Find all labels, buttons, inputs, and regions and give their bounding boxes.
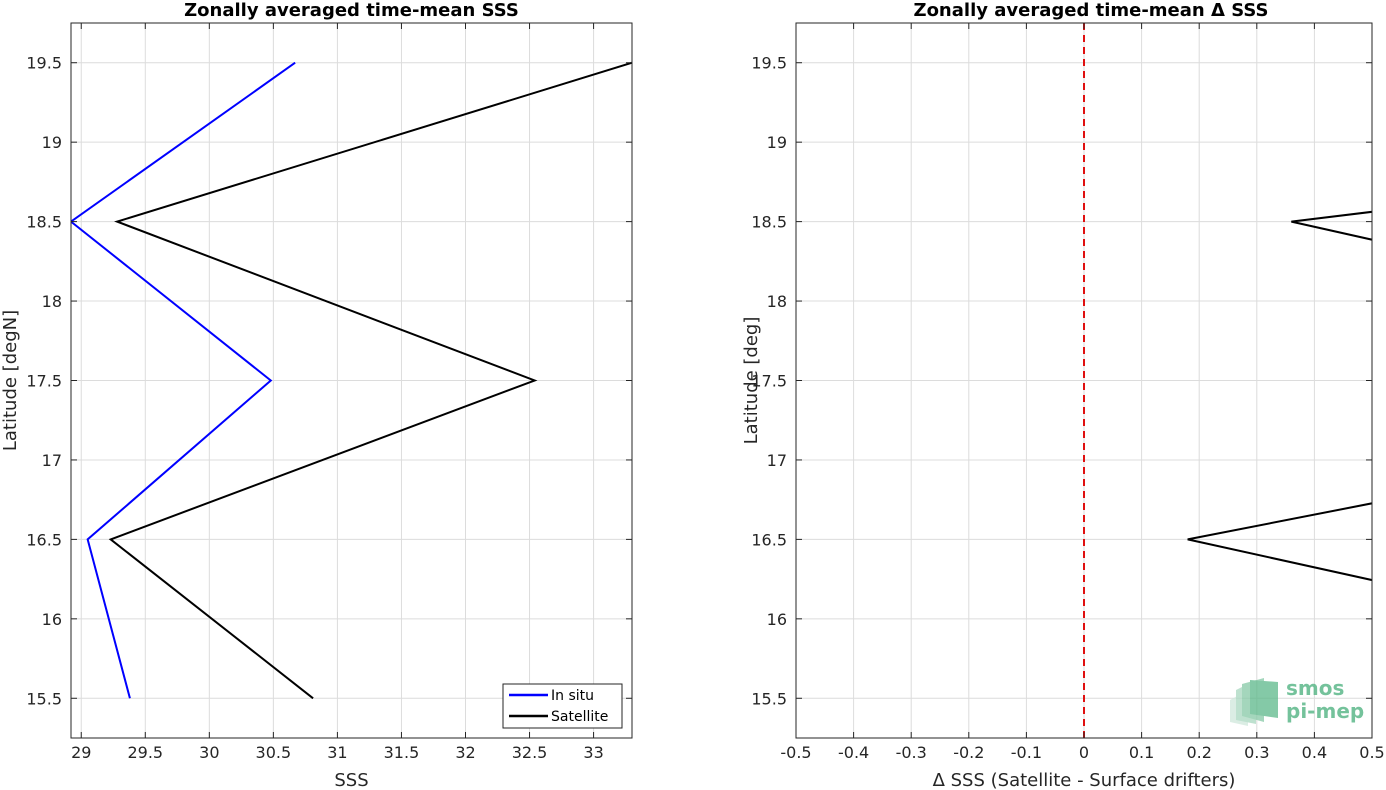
right-y-tick-label: 19 (767, 133, 787, 152)
left-y-tick-label: 16 (42, 610, 62, 629)
left-x-tick-label: 31 (327, 743, 347, 762)
right-y-tick-label: 19.5 (751, 54, 787, 73)
left-x-tick-label: 30 (199, 743, 219, 762)
smos-pi-mep-logo: smos pi-mep (1230, 676, 1364, 726)
logo-emblem-icon (1230, 678, 1278, 726)
left-x-tick-label: 33 (583, 743, 603, 762)
logo-text-smos: smos (1286, 676, 1344, 700)
left-y-tick-label: 18 (42, 292, 62, 311)
left-ticks: 29 29.5 30 30.5 31 31.5 32 32.5 33 15.5 16 16.5 17 17… (26, 23, 632, 762)
left-x-tick-label: 30.5 (256, 743, 292, 762)
left-panel: 29 29.5 30 30.5 31 31.5 32 32.5 33 15.5 16 16.5 17 17… (0, 0, 633, 790)
logo-text-pi-mep: pi-mep (1286, 699, 1364, 723)
right-ticks: -0.5 -0.4 -0.3 -0.2 -0.1 0 0.1 0.2 0.3 0.4 0.5 15.5… (751, 23, 1385, 762)
legend-in-situ-label: In situ (551, 688, 594, 704)
left-x-axis-label: SSS (334, 770, 368, 790)
left-y-tick-label: 18.5 (26, 213, 62, 232)
left-y-tick-label: 16.5 (26, 530, 62, 549)
left-x-tick-label: 32.5 (512, 743, 548, 762)
right-x-tick-label: 0.4 (1302, 743, 1327, 762)
right-y-axis-label: Latitude [deg] (741, 317, 762, 445)
left-series-line-in-situ (71, 61, 296, 699)
right-panel: -0.5 -0.4 -0.3 -0.2 -0.1 0 0.1 0.2 0.3 0.4 0.5 15.5… (741, 0, 1385, 790)
right-y-tick-label: 16 (767, 610, 787, 629)
right-x-tick-label: 0.2 (1186, 743, 1211, 762)
left-series-line-satellite (108, 61, 632, 700)
right-x-axis-label: Δ SSS (Satellite - Surface drifters) (933, 770, 1236, 790)
left-y-tick-label: 17.5 (26, 372, 62, 391)
left-y-tick-label: 19.5 (26, 54, 62, 73)
right-x-tick-label: 0 (1079, 743, 1089, 762)
right-y-tick-label: 17.5 (751, 372, 787, 391)
left-y-axis-label: Latitude [degN] (0, 310, 21, 451)
right-x-tick-label: 0.1 (1129, 743, 1154, 762)
left-y-tick-label: 15.5 (26, 689, 62, 708)
right-x-tick-label: -0.5 (780, 743, 811, 762)
right-x-tick-label: -0.3 (896, 743, 927, 762)
right-x-tick-label: -0.4 (838, 743, 869, 762)
right-y-tick-label: 18 (767, 292, 787, 311)
right-y-tick-label: 16.5 (751, 530, 787, 549)
legend-satellite-label: Satellite (551, 709, 608, 725)
left-x-tick-label: 32 (455, 743, 475, 762)
left-y-tick-label: 19 (42, 133, 62, 152)
right-chart-title: Zonally averaged time-mean Δ SSS (914, 0, 1269, 21)
legend: In situ Satellite (502, 683, 623, 729)
left-x-tick-label: 29.5 (127, 743, 163, 762)
left-x-tick-label: 31.5 (384, 743, 420, 762)
right-y-tick-label: 15.5 (751, 689, 787, 708)
right-x-tick-label: -0.2 (953, 743, 984, 762)
right-y-tick-label: 17 (767, 451, 787, 470)
left-y-tick-label: 17 (42, 451, 62, 470)
left-x-tick-label: 29 (71, 743, 91, 762)
legend-box (502, 683, 623, 729)
right-y-tick-label: 18.5 (751, 213, 787, 232)
left-chart-title: Zonally averaged time-mean SSS (184, 0, 519, 21)
right-x-tick-label: -0.1 (1011, 743, 1042, 762)
left-series-group (71, 61, 632, 700)
right-x-tick-label: 0.3 (1244, 743, 1269, 762)
right-x-tick-label: 0.5 (1359, 743, 1384, 762)
